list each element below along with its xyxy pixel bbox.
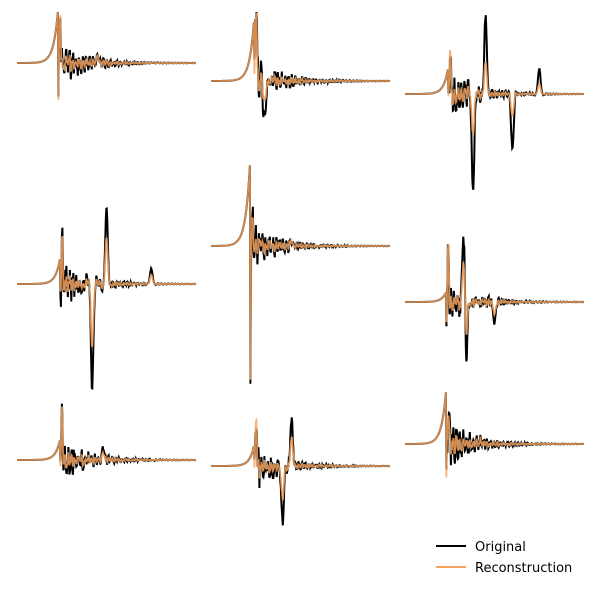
- panel-3-original-line: [405, 15, 585, 190]
- panel-1-original-line: [17, 11, 196, 97]
- panel-5-reconstruction-line: [211, 165, 390, 380]
- panel-9-original-line: [405, 392, 585, 470]
- panel-7-original-line: [17, 403, 197, 475]
- panels-grid: [17, 11, 585, 526]
- legend: Original Reconstruction: [436, 540, 572, 576]
- legend-label-reconstruction: Reconstruction: [475, 561, 572, 576]
- legend-label-original: Original: [475, 540, 526, 555]
- panel-8-reconstruction-line: [211, 417, 391, 501]
- panel-2-original-line: [211, 11, 391, 118]
- panel-9-reconstruction-line: [405, 392, 584, 478]
- panel-2-reconstruction-line: [211, 12, 390, 102]
- panel-1-reconstruction-line: [17, 11, 196, 100]
- panel-3-reconstruction-line: [405, 49, 584, 137]
- panel-4-reconstruction-line: [17, 235, 197, 348]
- panel-7-reconstruction-line: [17, 406, 196, 469]
- panel-4-original-line: [17, 207, 197, 391]
- panel-8-original-line: [211, 417, 391, 526]
- panel-6-reconstruction-line: [405, 243, 584, 336]
- panel-5-original-line: [211, 165, 390, 384]
- panel-6-original-line: [405, 236, 584, 362]
